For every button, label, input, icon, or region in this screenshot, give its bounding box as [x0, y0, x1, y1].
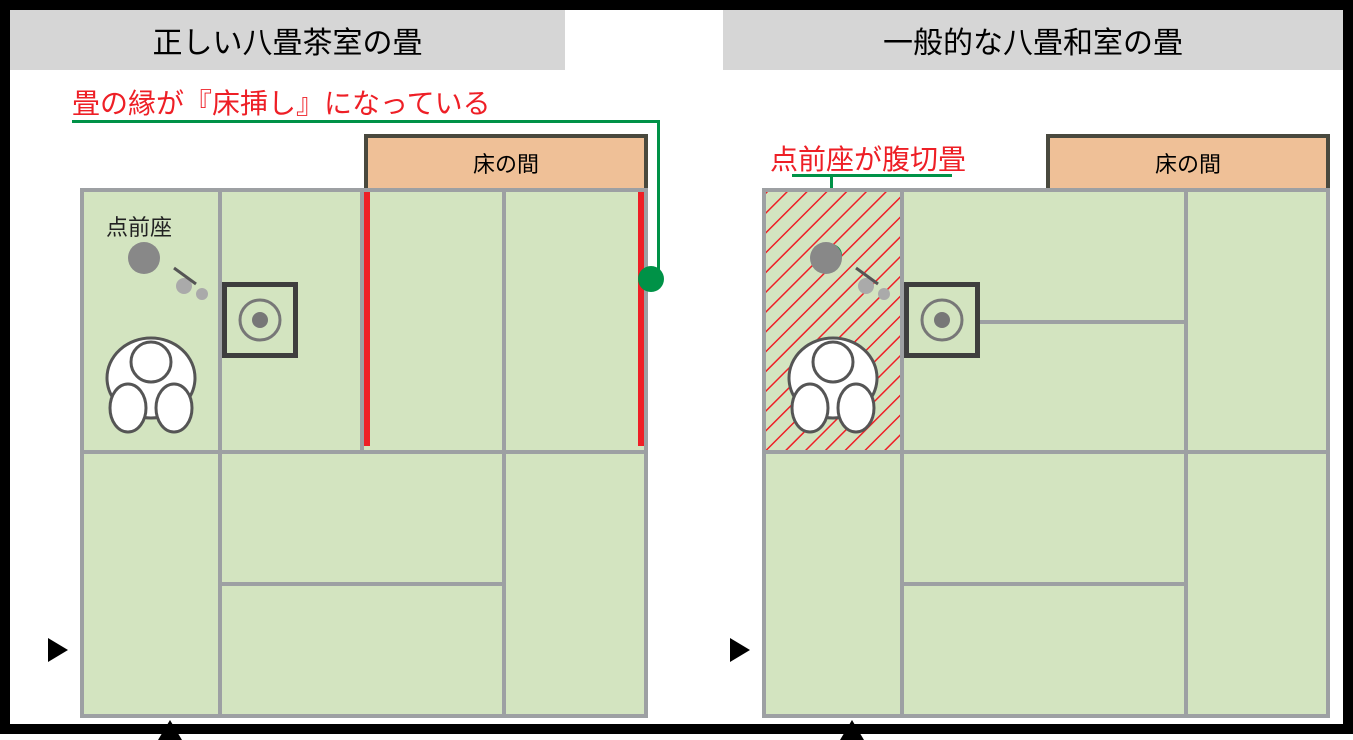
- person-icon: [86, 318, 216, 448]
- mat: [900, 450, 1188, 586]
- mat: [218, 582, 506, 718]
- left-tokonoma: 床の間: [364, 134, 648, 192]
- mat: [360, 188, 506, 454]
- right-floor-plan: 床の間: [762, 188, 1328, 718]
- left-floor-plan: 床の間 点前座: [80, 188, 646, 718]
- red-edge: [364, 192, 370, 446]
- leader-line-left-v: [657, 120, 660, 280]
- leader-line-left-h: [72, 120, 660, 123]
- arrow-bottom: [840, 720, 864, 740]
- right-title: 一般的な八畳和室の畳: [723, 10, 1343, 70]
- mat: [80, 450, 222, 718]
- leader-line-right-h: [792, 174, 952, 177]
- arrow-left-side: [48, 638, 68, 662]
- tokonoma-label: 床の間: [473, 147, 539, 179]
- mat: [900, 582, 1188, 718]
- hearth-icon: [222, 282, 298, 358]
- mat: [502, 188, 648, 454]
- utensils-icon: [124, 238, 214, 308]
- right-caption: 点前座が腹切畳: [770, 138, 966, 178]
- left-caption: 畳の縁が『床挿し』になっている: [72, 82, 491, 122]
- mat: [502, 450, 648, 718]
- tokonoma-label: 床の間: [1155, 147, 1221, 179]
- mat: [218, 450, 506, 586]
- mat: [762, 450, 904, 718]
- hearth-icon: [904, 282, 980, 358]
- mat: [1184, 450, 1330, 718]
- left-title: 正しい八畳茶室の畳: [10, 10, 565, 70]
- utensils-icon: [806, 238, 896, 308]
- red-edge: [638, 192, 644, 446]
- right-tokonoma: 床の間: [1046, 134, 1330, 192]
- outer-frame: 正しい八畳茶室の畳 一般的な八畳和室の畳 畳の縁が『床挿し』になっている 床の間…: [0, 0, 1353, 734]
- green-dot-icon: [636, 264, 666, 294]
- person-icon: [768, 318, 898, 448]
- arrow-bottom: [158, 720, 182, 740]
- arrow-left-side: [730, 638, 750, 662]
- mat: [1184, 188, 1330, 454]
